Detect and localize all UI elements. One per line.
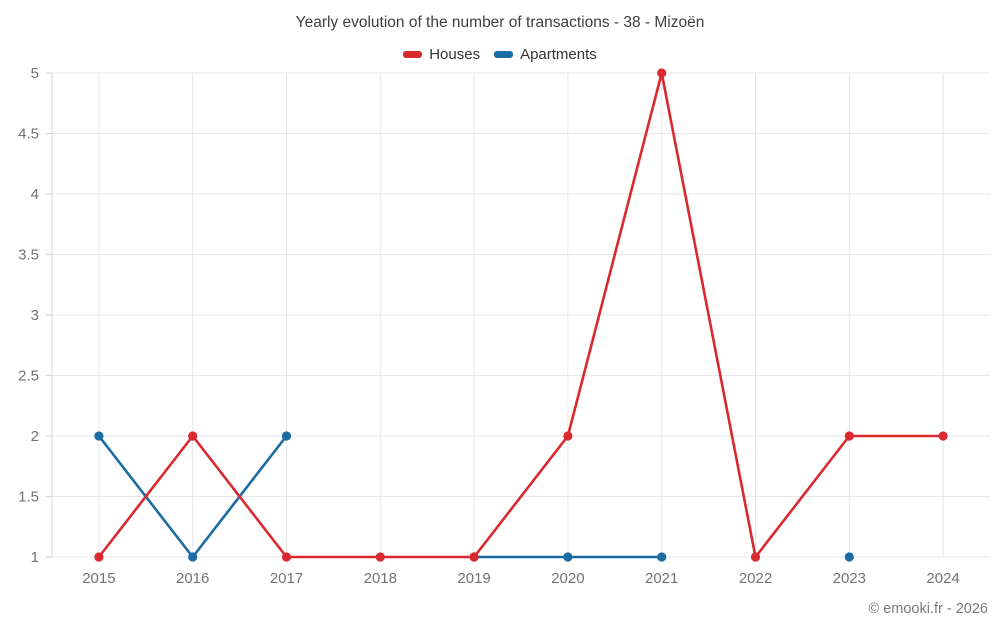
apartments-data-point[interactable]: [563, 552, 573, 562]
houses-data-point[interactable]: [469, 552, 479, 562]
x-axis-label: 2021: [645, 570, 678, 587]
apartments-data-point[interactable]: [188, 552, 198, 562]
y-axis-label: 3.5: [18, 247, 39, 264]
apartments-data-point[interactable]: [94, 431, 104, 441]
y-axis-label: 3: [31, 307, 39, 324]
copyright-footer: © emooki.fr - 2026: [868, 601, 988, 617]
x-axis-label: 2023: [833, 570, 866, 587]
y-axis-label: 1: [31, 549, 39, 566]
houses-data-point[interactable]: [750, 552, 761, 562]
apartments-data-point[interactable]: [844, 552, 854, 562]
houses-data-point[interactable]: [844, 431, 854, 441]
legend-label-apartments: Apartments: [520, 46, 597, 63]
y-axis-label: 2: [31, 428, 39, 445]
x-axis-label: 2015: [82, 570, 115, 587]
x-axis-label: 2020: [551, 570, 584, 587]
chart-legend: Houses Apartments: [0, 46, 1000, 63]
legend-label-houses: Houses: [429, 46, 481, 63]
y-axis-label: 4: [31, 186, 39, 203]
x-axis-label: 2016: [176, 570, 209, 587]
houses-data-point[interactable]: [188, 431, 198, 441]
apartments-series-swatch-icon: [494, 51, 514, 58]
houses-data-point[interactable]: [375, 552, 385, 562]
y-axis-label: 1.5: [18, 489, 39, 506]
houses-data-point[interactable]: [938, 431, 948, 441]
x-axis-label: 2022: [739, 570, 772, 587]
x-axis-label: 2024: [926, 570, 959, 587]
houses-data-point[interactable]: [94, 552, 104, 562]
y-axis-label: 5: [31, 65, 39, 82]
legend-item-apartments[interactable]: Apartments: [494, 46, 597, 63]
chart-title: Yearly evolution of the number of transa…: [295, 14, 705, 31]
x-axis-label: 2019: [457, 570, 490, 587]
y-axis-label: 2.5: [18, 368, 39, 385]
x-axis-label: 2017: [270, 570, 303, 587]
legend-item-houses[interactable]: Houses: [403, 46, 480, 63]
apartments-data-point[interactable]: [281, 431, 292, 441]
houses-data-point[interactable]: [563, 431, 573, 441]
houses-data-point[interactable]: [657, 68, 667, 78]
y-axis-label: 4.5: [18, 126, 39, 143]
x-axis-label: 2018: [364, 570, 397, 587]
houses-series-swatch-icon: [403, 51, 423, 58]
houses-data-point[interactable]: [281, 552, 292, 562]
houses-series-line: [97, 71, 944, 559]
apartments-data-point[interactable]: [657, 552, 667, 562]
